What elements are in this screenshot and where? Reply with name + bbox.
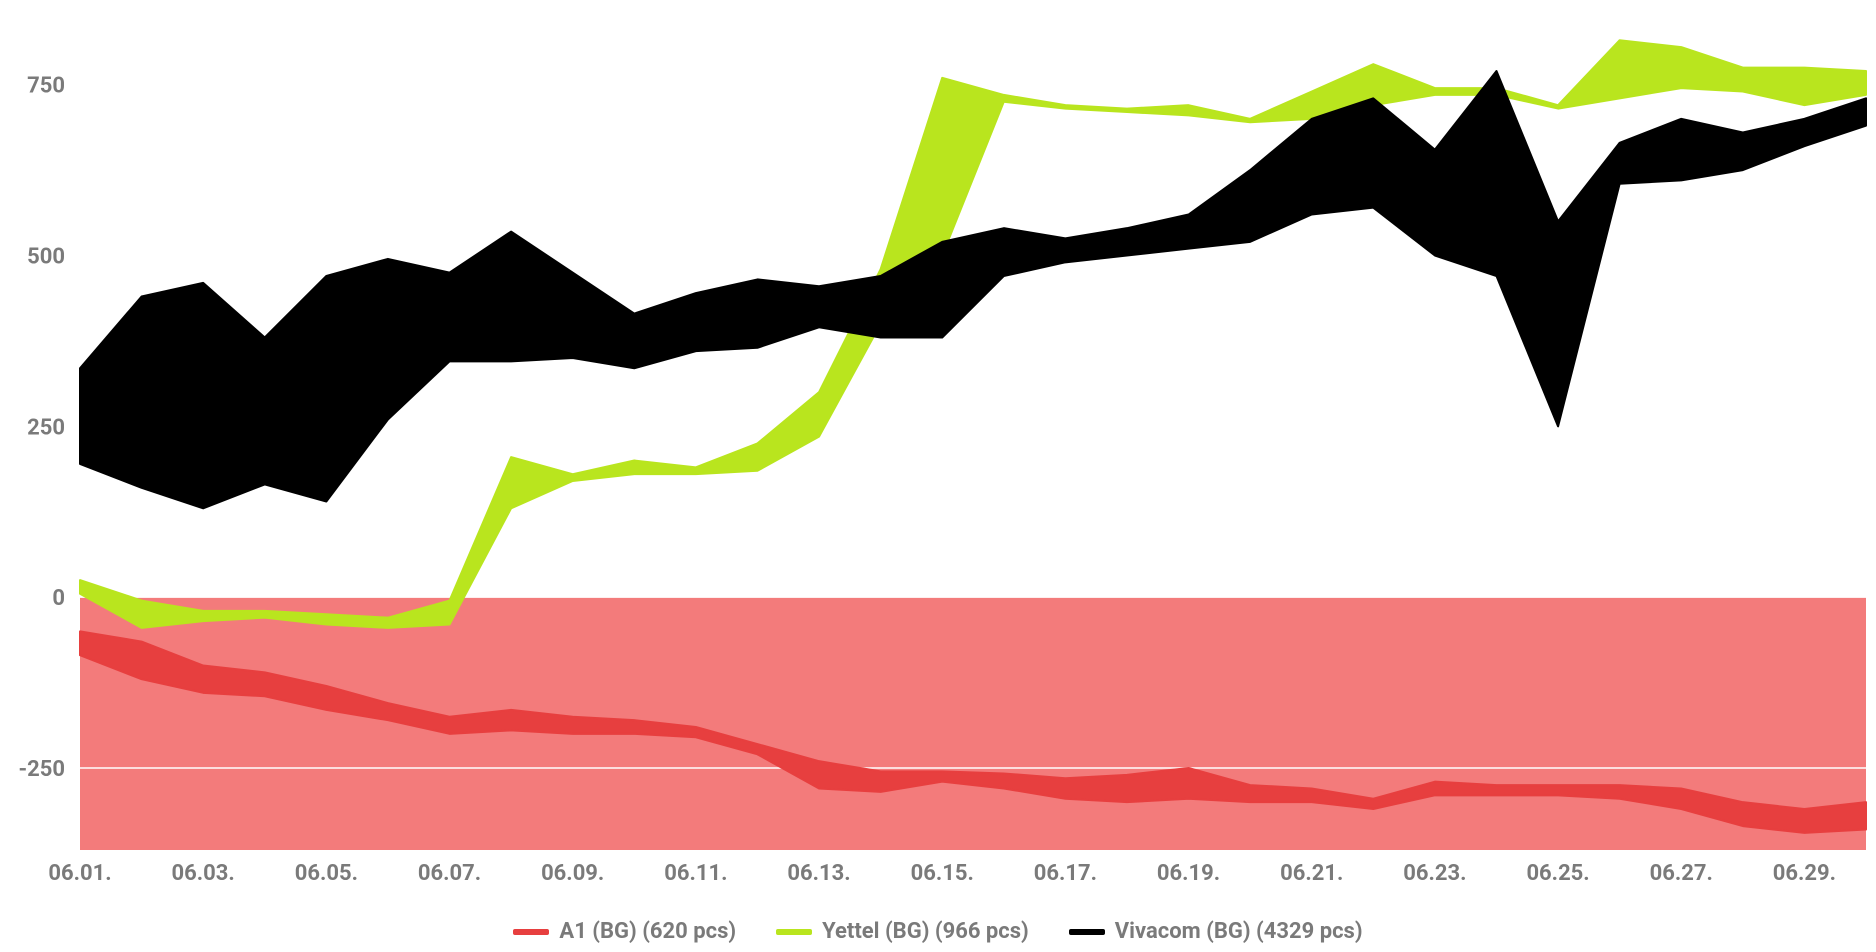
x-axis-tick-label: 06.11. <box>664 861 727 886</box>
legend-swatch <box>1069 929 1105 935</box>
legend-item-vivacom[interactable]: Vivacom (BG) (4329 pcs) <box>1069 919 1363 944</box>
x-axis-tick-label: 06.19. <box>1157 861 1220 886</box>
x-axis-tick-label: 06.21. <box>1280 861 1343 886</box>
x-axis-tick-label: 06.29. <box>1773 861 1836 886</box>
x-axis-tick-label: 06.27. <box>1650 861 1713 886</box>
x-axis-tick-label: 06.17. <box>1034 861 1097 886</box>
y-axis-tick-label: -250 <box>18 757 65 782</box>
x-axis-tick-label: 06.05. <box>295 861 358 886</box>
x-axis-tick-label: 06.09. <box>541 861 604 886</box>
range-chart: -250025050075006.01.06.03.06.05.06.07.06… <box>0 0 1876 952</box>
negative-region <box>80 597 1866 850</box>
legend-item-yettel[interactable]: Yettel (BG) (966 pcs) <box>776 919 1029 944</box>
chart-legend: A1 (BG) (620 pcs) Yettel (BG) (966 pcs) Vi… <box>0 916 1876 945</box>
x-axis-tick-label: 06.25. <box>1526 861 1589 886</box>
x-axis-tick-label: 06.15. <box>911 861 974 886</box>
x-axis: 06.01. 06.03. 06.05. 06.07. 06.09. 06.11. 06.1… <box>48 861 1836 886</box>
chart-container: -250025050075006.01.06.03.06.05.06.07.06… <box>0 0 1876 952</box>
legend-label: A1 (BG) (620 pcs) <box>559 919 736 944</box>
legend-swatch <box>513 929 549 935</box>
y-axis-tick-label: 750 <box>27 74 65 99</box>
y-axis-tick-label: 0 <box>52 586 65 611</box>
x-axis-tick-label: 06.01. <box>48 861 111 886</box>
legend-label: Vivacom (BG) (4329 pcs) <box>1115 919 1363 944</box>
x-axis-tick-label: 06.07. <box>418 861 481 886</box>
x-axis-tick-label: 06.03. <box>172 861 235 886</box>
y-axis-tick-label: 500 <box>27 245 65 270</box>
x-axis-tick-label: 06.23. <box>1403 861 1466 886</box>
x-axis-tick-label: 06.13. <box>787 861 850 886</box>
legend-label: Yettel (BG) (966 pcs) <box>822 919 1029 944</box>
legend-item-a1[interactable]: A1 (BG) (620 pcs) <box>513 919 736 944</box>
y-axis-tick-label: 250 <box>27 415 65 440</box>
legend-swatch <box>776 929 812 935</box>
